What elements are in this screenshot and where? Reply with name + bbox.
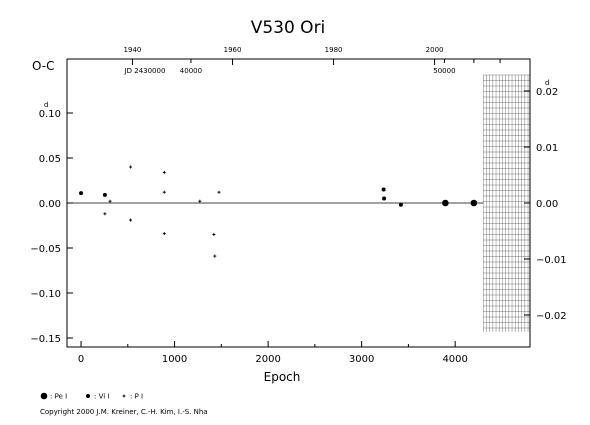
data-point (79, 191, 84, 196)
data-point (103, 212, 107, 216)
data-point (129, 218, 133, 222)
x-tick-label: 4000 (442, 354, 467, 365)
data-point (382, 196, 387, 201)
data-point (162, 170, 166, 174)
data-point (129, 165, 133, 169)
right-y-tick-label: −0.01 (536, 255, 567, 266)
right-y-tick-label: 0.02 (536, 87, 558, 98)
jd-tick-label: 40000 (180, 67, 202, 75)
y-tick-label: −0.05 (30, 244, 61, 255)
copyright-text: Copyright 2000 J.M. Kreiner, C.-H. Kim, … (40, 408, 208, 416)
y-axis-label: O-C (32, 59, 55, 73)
data-point (442, 199, 449, 207)
y-tick-label: 0.10 (39, 109, 61, 120)
y-tick-label: 0.05 (39, 154, 61, 165)
right-y-tick-label: 0.01 (536, 143, 558, 154)
x-tick-label: 0 (78, 354, 84, 365)
data-point (217, 190, 221, 194)
right-y-unit-label: d (545, 79, 549, 87)
legend-label: : Vi I (94, 393, 109, 401)
data-point (470, 199, 478, 207)
year-tick-label: 1980 (325, 46, 343, 54)
y-tick-label: 0.00 (39, 199, 61, 210)
legend-marker (86, 394, 90, 398)
legend: : Pe I : Vi I : P I (40, 392, 143, 401)
jd-tick-label: 50000 (433, 67, 455, 75)
right-y-tick-label: −0.02 (536, 311, 567, 322)
legend-marker (122, 394, 126, 398)
data-point (162, 190, 166, 194)
legend-label: : P I (130, 393, 143, 401)
data-point (162, 232, 166, 236)
chart-title: V530 Ori (251, 18, 326, 38)
year-tick-label: 1940 (124, 46, 142, 54)
data-point (213, 254, 217, 258)
data-point (108, 199, 112, 203)
legend-label: : Pe I (50, 393, 67, 401)
y-tick-label: −0.10 (30, 289, 61, 300)
year-tick-label: 1960 (224, 46, 242, 54)
x-axis-label: Epoch (264, 370, 301, 384)
data-point (381, 187, 386, 192)
right-y-tick-label: 0.00 (536, 199, 558, 210)
data-point (198, 199, 202, 203)
y-tick-label: −0.15 (30, 334, 61, 345)
legend-marker (40, 392, 48, 400)
x-tick-label: 2000 (255, 354, 280, 365)
x-tick-label: 3000 (349, 354, 374, 365)
y-unit-label: d (44, 101, 48, 109)
data-point (212, 233, 216, 236)
data-point (398, 202, 403, 207)
year-tick-label: 2000 (426, 46, 444, 54)
jd-axis-label: JD 2430000 (124, 67, 166, 75)
data-point (102, 192, 107, 197)
x-tick-label: 1000 (162, 354, 187, 365)
